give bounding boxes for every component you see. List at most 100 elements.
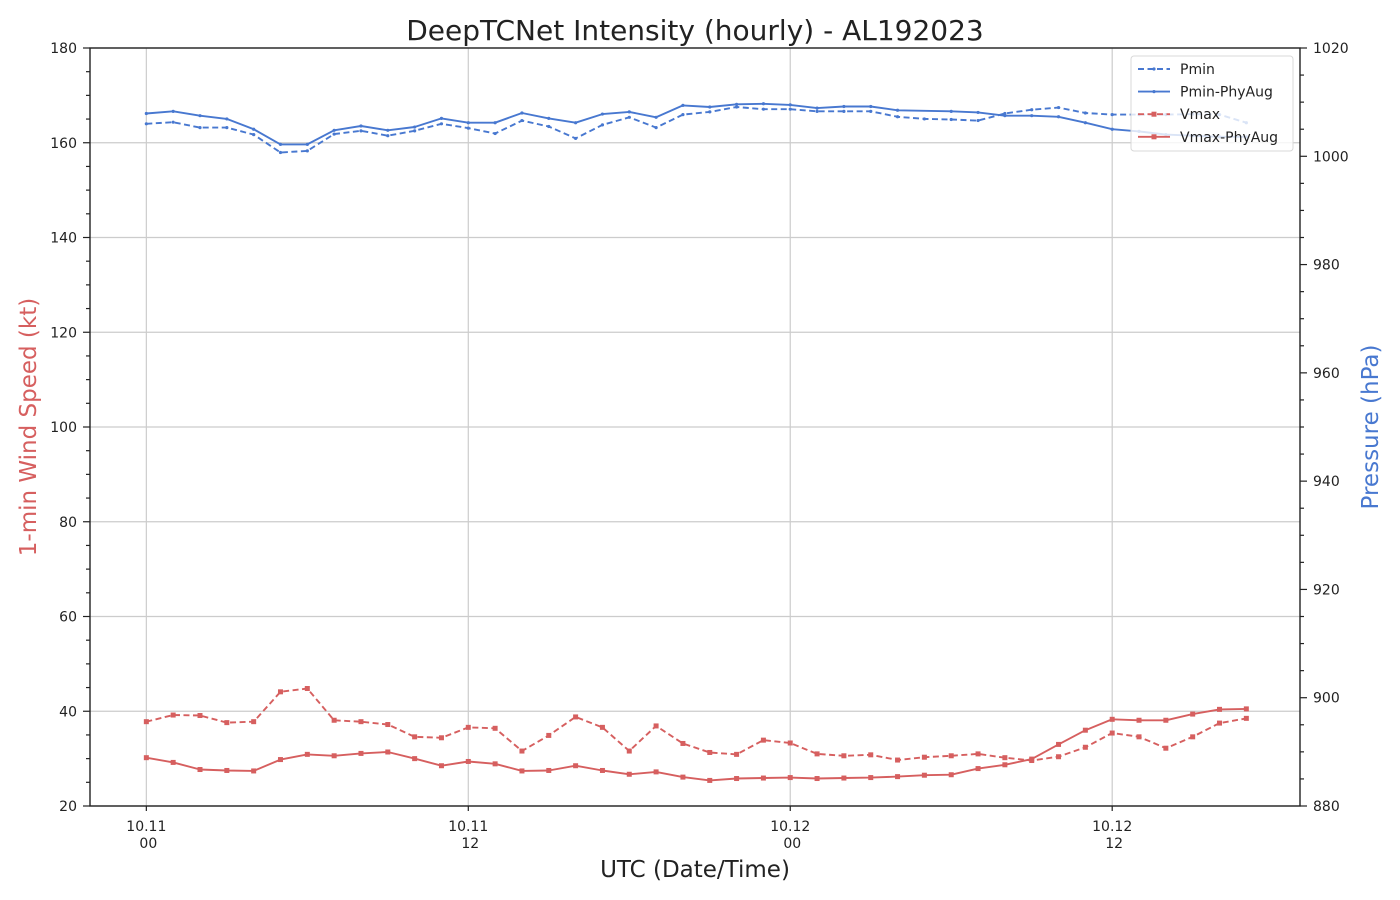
series-point-pmin-phyaug <box>1030 114 1034 118</box>
series-point-pmin-phyaug <box>493 121 497 125</box>
series-point-pmin-phyaug <box>386 128 390 132</box>
series-point-pmin-phyaug <box>413 125 417 129</box>
series-point-pmin <box>198 125 202 130</box>
series-point-vmax <box>1002 755 1008 761</box>
legend-marker-pmin <box>1152 67 1156 71</box>
series-point-vmax <box>680 740 686 746</box>
grid-layer <box>90 47 1300 807</box>
series-point-pmin-phyaug <box>1056 115 1061 119</box>
x-tick-label-hour: 12 <box>1105 836 1123 852</box>
series-point-vmax-phyaug <box>412 756 418 762</box>
series-point-vmax <box>626 748 632 754</box>
series-point-pmin <box>547 124 551 129</box>
y-axis-label-right: Pressure (hPa) <box>1358 345 1384 510</box>
y-right-tick-label: 900 <box>1313 691 1340 707</box>
series-point-vmax-phyaug <box>1056 741 1062 747</box>
series-point-vmax-phyaug <box>1163 717 1169 723</box>
series-point-pmin <box>466 126 470 130</box>
series-point-vmax-phyaug <box>975 766 981 772</box>
series-point-vmax <box>948 753 954 759</box>
series-point-pmin <box>574 136 578 141</box>
series-point-pmin <box>976 118 980 123</box>
y-right-tick-label: 920 <box>1313 582 1340 598</box>
series-point-vmax-phyaug <box>1002 762 1008 768</box>
series-point-pmin <box>225 125 229 130</box>
series-point-vmax-phyaug <box>1190 711 1196 717</box>
series-point-vmax <box>1163 745 1169 751</box>
series-point-pmin <box>1083 111 1087 115</box>
series-point-vmax <box>734 751 740 757</box>
series-point-vmax-phyaug <box>895 774 901 780</box>
series-point-vmax-phyaug <box>948 772 954 778</box>
legend-label-pmin-phyaug: Pmin-PhyAug <box>1180 85 1273 101</box>
series-point-pmin-phyaug <box>198 114 202 118</box>
series-point-vmax <box>1109 730 1115 736</box>
series-point-vmax-phyaug <box>546 767 552 773</box>
x-tick-label-hour: 00 <box>783 836 801 852</box>
y-right-tick-label: 880 <box>1313 799 1340 815</box>
series-point-pmin-phyaug <box>600 112 605 116</box>
series-point-pmin <box>815 109 819 113</box>
series-line-pmin <box>146 106 1247 154</box>
series-point-pmin <box>1110 112 1114 117</box>
series-point-vmax-phyaug <box>814 776 820 782</box>
series-point-pmin <box>171 120 175 124</box>
series-point-pmin-phyaug <box>439 116 444 120</box>
series-point-pmin-phyaug <box>466 121 470 125</box>
y-axis-label-left: 1-min Wind Speed (kt) <box>16 298 42 556</box>
y-right-tick-label: 1020 <box>1313 41 1349 57</box>
series-point-vmax-phyaug <box>1082 727 1088 733</box>
series-point-pmin-phyaug <box>225 117 229 121</box>
y-left-tick-label: 60 <box>59 610 77 626</box>
y-right-tick-label: 940 <box>1313 474 1340 490</box>
series-point-vmax <box>1243 715 1249 721</box>
series-layer <box>143 102 1249 783</box>
series-point-vmax <box>653 723 659 729</box>
chart-title: DeepTCNet Intensity (hourly) - AL192023 <box>406 14 984 47</box>
series-point-vmax-phyaug <box>1136 717 1142 723</box>
series-point-vmax <box>438 735 444 741</box>
series-point-vmax-phyaug <box>760 775 766 781</box>
y-left-tick-label: 160 <box>50 136 77 152</box>
series-point-pmin <box>332 132 336 136</box>
series-point-pmin <box>1030 108 1034 112</box>
legend: Pmin Pmin-PhyAug Vmax Vmax-PhyAug <box>1130 55 1294 152</box>
series-point-vmax-phyaug <box>734 776 740 782</box>
x-axis-label: UTC (Date/Time) <box>600 857 790 883</box>
series-point-vmax-phyaug <box>358 750 364 756</box>
series-point-vmax <box>573 714 579 720</box>
series-point-vmax <box>251 719 257 725</box>
series-point-pmin-phyaug <box>708 105 712 109</box>
series-point-pmin-phyaug <box>654 115 658 119</box>
series-point-pmin-phyaug <box>949 109 953 113</box>
y-left-tick-label: 140 <box>50 231 77 247</box>
series-point-vmax-phyaug <box>626 771 632 777</box>
series-point-vmax-phyaug <box>197 767 203 773</box>
series-point-pmin <box>869 109 873 113</box>
series-point-vmax-phyaug <box>465 758 471 764</box>
series-point-vmax <box>895 757 901 763</box>
legend-marker-pmin-phyaug <box>1152 90 1156 94</box>
series-point-vmax <box>599 724 605 730</box>
series-point-vmax-phyaug <box>492 761 498 767</box>
series-point-vmax-phyaug <box>921 772 927 778</box>
series-line-vmax <box>146 687 1247 762</box>
series-point-pmin <box>842 109 846 113</box>
series-point-pmin-phyaug <box>869 104 873 109</box>
series-point-vmax-phyaug <box>680 774 686 780</box>
series-point-pmin <box>278 150 283 155</box>
series-point-pmin-phyaug <box>1003 114 1007 118</box>
series-point-pmin-phyaug <box>734 102 739 106</box>
series-point-vmax <box>412 734 418 740</box>
series-point-pmin-phyaug <box>976 110 980 115</box>
series-line-pmin-phyaug <box>146 102 1247 146</box>
series-point-pmin <box>520 118 524 123</box>
series-point-vmax <box>331 717 337 723</box>
series-point-vmax <box>1217 720 1223 726</box>
y-right-tick-label: 980 <box>1313 258 1340 274</box>
series-point-pmin <box>305 149 309 153</box>
series-point-vmax <box>1082 744 1088 750</box>
series-point-vmax <box>868 752 874 758</box>
series-point-pmin-phyaug <box>305 142 309 146</box>
